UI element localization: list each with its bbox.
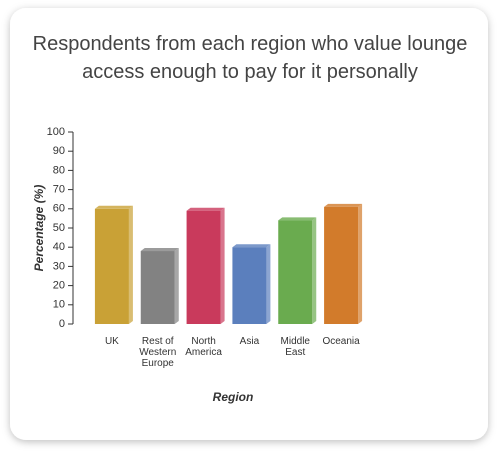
y-tick-label: 40 bbox=[53, 241, 65, 253]
y-tick-label: 70 bbox=[53, 184, 65, 196]
card bbox=[10, 8, 488, 440]
y-tick-label: 50 bbox=[53, 222, 65, 234]
y-tick-label: 20 bbox=[53, 280, 65, 292]
bar-side bbox=[358, 203, 363, 324]
x-tick-label: UK bbox=[104, 336, 119, 347]
bar-side bbox=[128, 205, 133, 324]
bar-top bbox=[94, 205, 133, 209]
bar-top bbox=[278, 217, 317, 221]
bar bbox=[94, 208, 129, 324]
bar-side bbox=[312, 217, 317, 324]
y-tick-label: 100 bbox=[47, 126, 65, 138]
bar-side bbox=[266, 244, 271, 324]
y-tick-label: 30 bbox=[53, 260, 65, 272]
bar-side bbox=[220, 207, 225, 324]
y-tick-label: 60 bbox=[53, 203, 65, 215]
y-axis-title: Percentage (%) bbox=[32, 185, 46, 272]
y-tick-label: 80 bbox=[53, 164, 65, 176]
bar bbox=[324, 206, 359, 324]
y-tick-label: 0 bbox=[59, 318, 65, 330]
bar-top bbox=[232, 244, 271, 248]
x-axis-title: Region bbox=[212, 390, 254, 404]
x-tick-label: Middle East bbox=[280, 336, 310, 358]
bar bbox=[186, 210, 221, 324]
y-tick-label: 10 bbox=[53, 299, 65, 311]
bar-top bbox=[324, 203, 363, 207]
bar-top bbox=[140, 248, 179, 252]
chart-title: Respondents from each region who value l… bbox=[32, 33, 468, 83]
x-tick-label: Oceania bbox=[322, 336, 360, 347]
y-tick-label: 90 bbox=[53, 145, 65, 157]
bar-side bbox=[174, 248, 179, 324]
x-tick-label: Asia bbox=[239, 336, 260, 347]
bar bbox=[278, 220, 313, 324]
x-tick-label: Rest of Western Europe bbox=[139, 336, 177, 369]
bar-top bbox=[186, 207, 225, 211]
x-tick-label: North America bbox=[185, 336, 222, 358]
bar bbox=[232, 247, 267, 324]
bar bbox=[140, 251, 175, 324]
